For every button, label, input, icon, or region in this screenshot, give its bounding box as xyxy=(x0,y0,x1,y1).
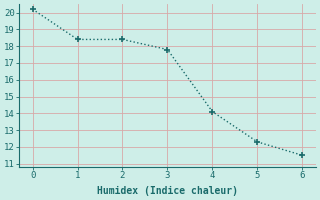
X-axis label: Humidex (Indice chaleur): Humidex (Indice chaleur) xyxy=(97,186,238,196)
